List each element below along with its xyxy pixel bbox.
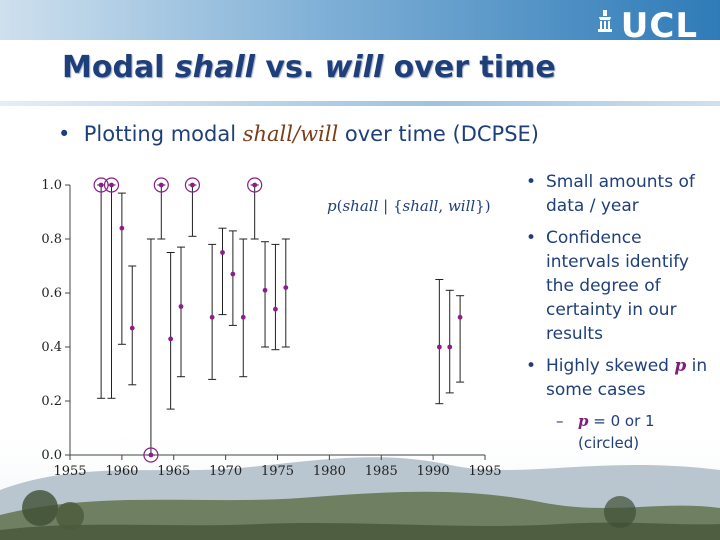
- title-text-1: Modal: [62, 50, 175, 85]
- title-divider: [0, 101, 720, 106]
- x-tick-label: 1985: [365, 464, 398, 479]
- data-point: [281, 238, 290, 348]
- data-point: [218, 227, 227, 316]
- side-bullet-skewed: Highly skewed p in some cases: [522, 354, 712, 402]
- point-marker: [262, 287, 268, 293]
- point-circle: [184, 177, 201, 193]
- data-point: [247, 177, 263, 240]
- skewed-suffix: in some cases: [546, 356, 708, 400]
- y-ticks: 0.0 0.2 0.4 0.6 0.8 1.0: [41, 178, 70, 463]
- skewed-prefix: Highly skewed: [546, 356, 675, 376]
- side-bullet-confidence: Confidence intervals identify the degree…: [522, 226, 712, 346]
- point-marker: [168, 336, 174, 342]
- y-tick-label: 0.6: [41, 286, 62, 301]
- data-point: [261, 241, 270, 348]
- chart-caption: p(shall | {shall, will}): [327, 197, 491, 215]
- data-point: [143, 238, 159, 463]
- point-marker: [457, 314, 463, 320]
- x-tick-label: 1995: [468, 464, 501, 479]
- data-point: [128, 265, 137, 386]
- data-point: [177, 246, 186, 378]
- data-points: [93, 177, 465, 463]
- sub-p: p: [578, 412, 589, 430]
- data-point: [153, 177, 169, 240]
- header-bar: UCL: [0, 0, 720, 46]
- chart-area: p(shall | {shall, will}) 0.0 0.2 0.4 0.6 0.8…: [41, 177, 502, 479]
- data-point: [184, 177, 201, 237]
- title-text-3: over time: [383, 50, 556, 85]
- point-circle: [103, 177, 120, 193]
- y-tick-label: 0.4: [41, 340, 62, 355]
- x-ticks: 1955 1960 1965 1970 1975 1980 1985 1990 1995: [53, 455, 502, 479]
- sub-text: = 0 or 1 (circled): [578, 412, 655, 452]
- skewed-p: p: [674, 356, 687, 376]
- point-marker: [148, 452, 154, 458]
- point-marker: [158, 182, 164, 188]
- y-tick-label: 0.8: [41, 232, 62, 247]
- point-marker: [98, 182, 104, 188]
- point-marker: [178, 304, 184, 309]
- data-point: [208, 243, 217, 380]
- data-point: [93, 177, 109, 399]
- x-tick-label: 1980: [313, 464, 346, 479]
- main-bullet: • Plotting modal shall/will over time (D…: [58, 122, 539, 146]
- y-tick-label: 1.0: [41, 178, 62, 193]
- x-tick-label: 1975: [261, 464, 294, 479]
- data-point: [445, 289, 454, 394]
- side-bullet-small-data: Small amounts of data / year: [522, 170, 712, 218]
- point-marker: [273, 306, 278, 312]
- main-bullet-italic: shall/will: [242, 122, 339, 146]
- main-bullet-suffix: over time (DCPSE): [338, 122, 539, 146]
- x-tick-label: 1965: [157, 464, 190, 479]
- landscape-background: [0, 420, 720, 540]
- data-point: [103, 177, 120, 399]
- y-tick-label: 0.0: [41, 448, 62, 463]
- data-point: [228, 230, 237, 326]
- data-point: [117, 192, 126, 345]
- x-tick-label: 1990: [417, 464, 450, 479]
- point-circle: [143, 447, 159, 463]
- x-tick-label: 1960: [105, 464, 138, 479]
- point-marker: [283, 285, 289, 290]
- data-point: [166, 252, 175, 410]
- data-point: [271, 243, 280, 351]
- point-marker: [436, 344, 442, 350]
- data-point: [456, 295, 465, 383]
- point-marker: [190, 182, 195, 188]
- point-circle: [247, 177, 263, 193]
- main-bullet-prefix: Plotting modal: [83, 122, 243, 146]
- ucl-crest-icon: [598, 10, 612, 32]
- slide-title: Modal shall vs. will over time: [62, 50, 556, 85]
- point-marker: [109, 182, 114, 188]
- point-marker: [129, 325, 135, 331]
- side-sub-bullet-circled: – p = 0 or 1 (circled): [556, 412, 655, 452]
- y-tick-label: 0.2: [41, 394, 62, 409]
- title-shall: shall: [174, 50, 255, 85]
- point-marker: [119, 225, 125, 231]
- point-marker: [209, 314, 215, 320]
- point-marker: [240, 314, 246, 320]
- point-marker: [447, 344, 453, 350]
- data-point: [435, 279, 444, 405]
- side-notes: Small amounts of data / year Confidence …: [522, 170, 712, 454]
- data-point: [239, 238, 248, 378]
- point-circle: [153, 177, 169, 193]
- title-will: will: [324, 50, 384, 85]
- title-text-2: vs.: [254, 50, 325, 85]
- point-marker: [252, 182, 258, 188]
- ucl-logo: UCL: [620, 6, 698, 46]
- point-marker: [230, 271, 236, 277]
- x-tick-label: 1955: [53, 464, 86, 479]
- x-tick-label: 1970: [209, 464, 242, 479]
- point-marker: [220, 250, 225, 255]
